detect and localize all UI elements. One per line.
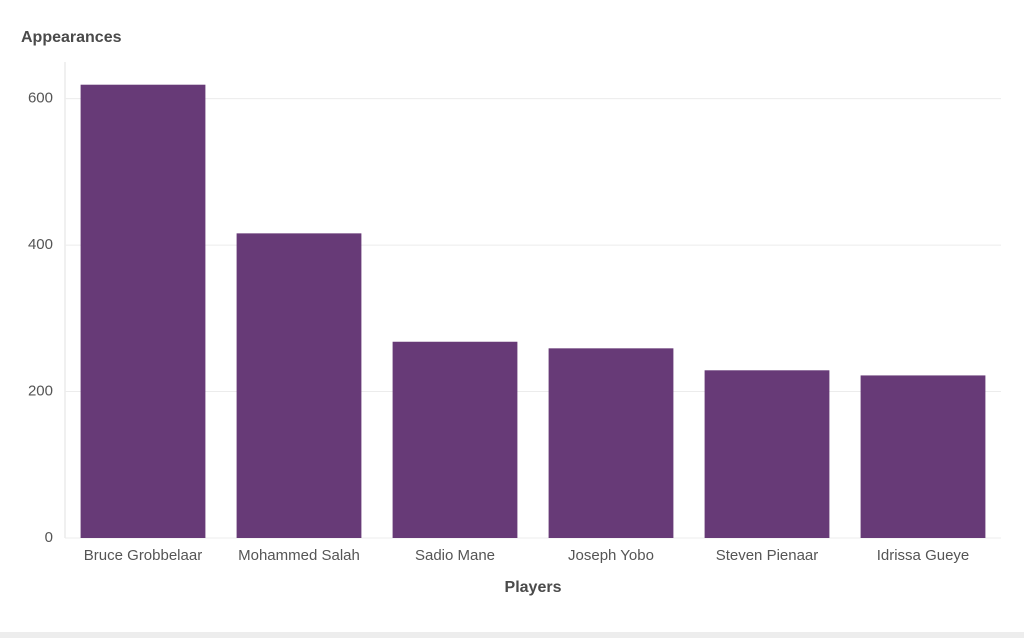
bar <box>548 348 674 538</box>
x-tick-label: Mohammed Salah <box>238 547 360 564</box>
x-tick-label: Bruce Grobbelaar <box>84 547 202 564</box>
bar <box>236 233 362 539</box>
x-axis-title: Players <box>505 579 562 596</box>
y-axis-title: Appearances <box>21 29 122 46</box>
bar <box>704 370 830 538</box>
x-tick-label: Joseph Yobo <box>568 547 654 564</box>
y-tick-label: 200 <box>28 383 53 400</box>
x-tick-label: Steven Pienaar <box>716 547 819 564</box>
footer-bar <box>0 632 1024 638</box>
bar <box>80 84 206 538</box>
bar <box>860 375 986 538</box>
y-tick-label: 600 <box>28 90 53 107</box>
y-tick-label: 400 <box>28 236 53 253</box>
bar <box>392 341 518 538</box>
x-tick-label: Idrissa Gueye <box>877 547 970 564</box>
y-tick-label: 0 <box>45 529 53 546</box>
x-tick-label: Sadio Mane <box>415 547 495 564</box>
